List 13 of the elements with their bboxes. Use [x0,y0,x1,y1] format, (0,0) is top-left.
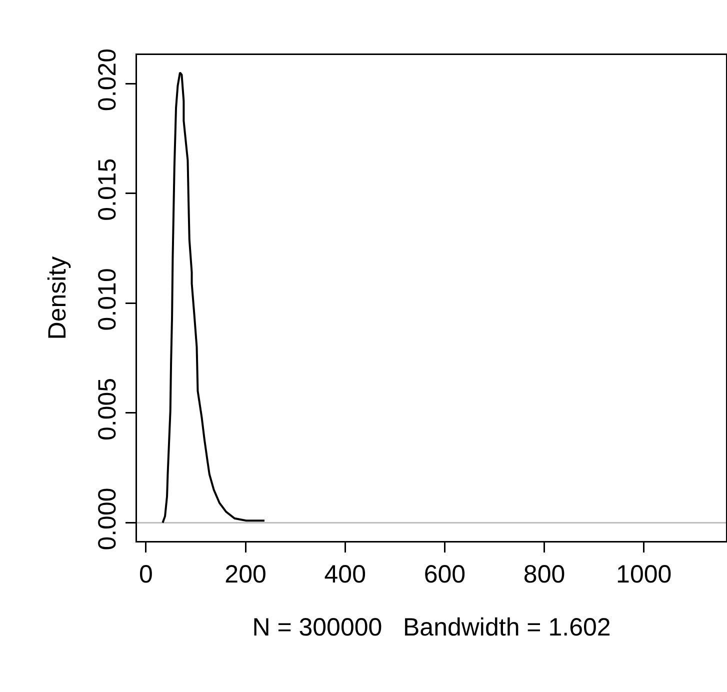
y-axis-title: Density [44,256,72,340]
x-tick-label: 800 [523,560,566,588]
y-tick-label: 0.005 [94,378,122,440]
x-tick-label: 600 [424,560,466,588]
x-tick-label: 400 [324,560,366,588]
x-tick-label: 1000 [616,560,672,588]
y-tick-label: 0.015 [94,158,122,221]
y-tick-label: 0.010 [94,268,122,331]
x-axis-title: N = 300000 Bandwidth = 1.602 [252,613,611,642]
x-tick-label: 0 [139,560,153,588]
y-tick-label: 0.000 [94,488,122,550]
x-tick-label: 200 [224,560,266,588]
y-tick-label: 0.020 [94,48,122,112]
